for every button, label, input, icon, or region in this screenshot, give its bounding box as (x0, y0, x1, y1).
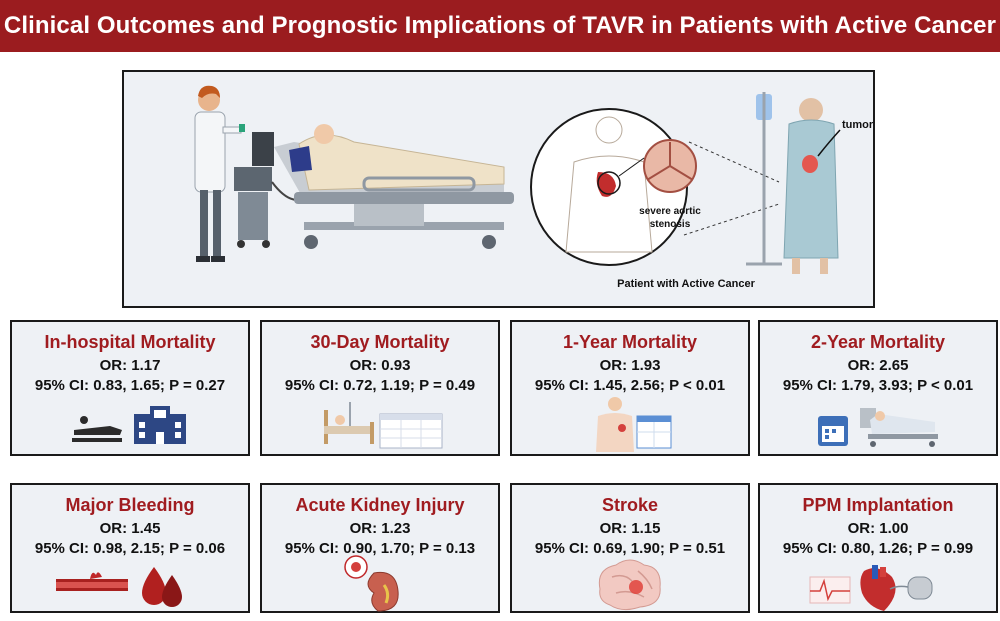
blood-drops-icon (142, 567, 182, 607)
odds-ratio: OR: 1.17 (99, 357, 161, 374)
hospital-bed-icon (274, 124, 514, 249)
brain-icon (598, 559, 661, 611)
hero-illustration: severe aortic stenosis tumor Patient wit… (194, 85, 874, 290)
ultrasound-machine-icon (234, 132, 315, 248)
card-title: 1-Year Mortality (562, 332, 698, 352)
odds-ratio: OR: 1.23 (349, 520, 411, 537)
card-illustration (598, 559, 661, 611)
doctor-icon (194, 85, 245, 262)
confidence-interval: 95% CI: 1.45, 2.56; P < 0.01 (534, 377, 726, 394)
patient-torso-icon (596, 397, 634, 452)
odds-ratio: OR: 0.93 (349, 357, 411, 374)
ecg-strip-icon (809, 576, 851, 604)
outcome-card-30-day-mortality: 30-Day Mortality OR: 0.93 95% CI: 0.72, … (260, 320, 500, 456)
confidence-interval: 95% CI: 0.83, 1.65; P = 0.27 (34, 377, 226, 394)
odds-ratio: OR: 1.93 (599, 357, 661, 374)
hospital-bed-icon (324, 402, 374, 444)
card-illustration (818, 408, 938, 447)
confidence-interval: 95% CI: 0.80, 1.26; P = 0.99 (782, 540, 974, 557)
outcome-card-in-hospital-mortality: In-hospital Mortality OR: 1.17 95% CI: 0… (10, 320, 250, 456)
card-title: PPM Implantation (802, 495, 954, 515)
odds-ratio: OR: 1.15 (599, 520, 661, 537)
card-illustration (344, 555, 399, 612)
card-illustration (596, 397, 672, 452)
card-title: 2-Year Mortality (810, 332, 946, 352)
card-illustration (809, 565, 933, 611)
calendar-icon (818, 416, 848, 446)
aortic-label-line2: stenosis (650, 219, 691, 230)
confidence-interval: 95% CI: 0.69, 1.90; P = 0.51 (534, 540, 726, 557)
outcome-card-major-bleeding: Major Bleeding OR: 1.45 95% CI: 0.98, 2.… (10, 483, 250, 613)
hospital-bed-icon (860, 408, 938, 447)
card-title: 30-Day Mortality (310, 332, 450, 352)
card-title: Major Bleeding (65, 495, 195, 515)
outcome-card-2-year-mortality: 2-Year Mortality OR: 2.65 95% CI: 1.79, … (758, 320, 998, 456)
page-title: Clinical Outcomes and Prognostic Implica… (3, 12, 997, 39)
aortic-label-line1: severe aortic (639, 206, 701, 217)
outcome-card-acute-kidney-injury: Acute Kidney Injury OR: 1.23 95% CI: 0.9… (260, 483, 500, 613)
patient-label: Patient with Active Cancer (617, 278, 755, 290)
outcome-card-1-year-mortality: 1-Year Mortality OR: 1.93 95% CI: 1.45, … (510, 320, 750, 456)
odds-ratio: OR: 2.65 (847, 357, 909, 374)
confidence-interval: 95% CI: 0.98, 2.15; P = 0.06 (34, 540, 226, 557)
card-title: Acute Kidney Injury (295, 495, 465, 515)
confidence-interval: 95% CI: 0.90, 1.70; P = 0.13 (284, 540, 476, 557)
odds-ratio: OR: 1.45 (99, 520, 161, 537)
patient-in-bed-icon (72, 416, 122, 442)
blood-vessel-icon (56, 572, 128, 591)
anatomy-magnifier: severe aortic stenosis (530, 108, 701, 266)
confidence-interval: 95% CI: 0.72, 1.19; P = 0.49 (284, 377, 476, 394)
card-illustration (324, 402, 443, 449)
calendar-icon (636, 415, 672, 449)
title-banner: Clinical Outcomes and Prognostic Implica… (0, 0, 1000, 52)
confidence-interval: 95% CI: 1.79, 3.93; P < 0.01 (782, 377, 974, 394)
hero-illustration-panel: severe aortic stenosis tumor Patient wit… (122, 70, 875, 308)
pacemaker-icon (889, 576, 933, 600)
outcome-card-stroke: Stroke OR: 1.15 95% CI: 0.69, 1.90; P = … (510, 483, 750, 613)
card-illustration (72, 406, 186, 444)
hospital-building-icon (134, 406, 186, 444)
outcome-card-ppm-implantation: PPM Implantation OR: 1.00 95% CI: 0.80, … (758, 483, 998, 613)
heart-icon (860, 565, 896, 611)
calendar-icon (379, 413, 443, 449)
card-illustration (56, 567, 182, 607)
patient-with-iv-icon: tumor (746, 92, 874, 274)
kidney-icon (344, 555, 399, 612)
card-title: Stroke (601, 495, 659, 515)
card-title: In-hospital Mortality (44, 332, 216, 352)
tumor-label: tumor (842, 119, 874, 131)
odds-ratio: OR: 1.00 (847, 520, 909, 537)
